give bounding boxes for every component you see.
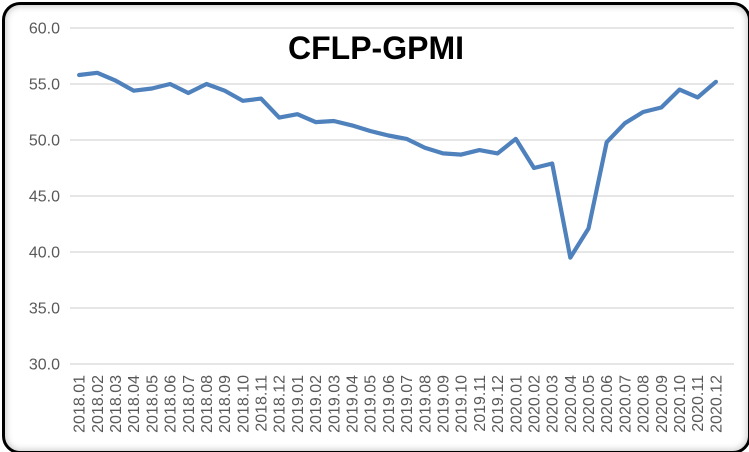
x-axis-tick-label: 2020.01: [508, 375, 525, 433]
y-axis-tick-label: 60.0: [29, 21, 60, 38]
pmi-series-line: [76, 70, 719, 260]
pmi-line-chart: 30.035.040.045.050.055.060.0 2018.01 2018…: [29, 21, 734, 433]
x-axis-tick-label: 2018.04: [126, 375, 143, 433]
x-axis-tick-label: 2019.07: [399, 375, 416, 433]
y-axis-tick-label: 55.0: [29, 77, 60, 94]
x-axis-tick-label: 2018.12: [272, 375, 289, 433]
x-axis-tick-label: 2019.03: [326, 375, 343, 433]
x-axis-tick-label: 2019.06: [381, 375, 398, 433]
y-axis-labels: 30.0 35.0 40.0 45.0 50.0 55.0 60.0: [29, 21, 60, 374]
x-axis-tick-label: 2019.10: [454, 375, 471, 433]
x-axis-tick-label: 2018.08: [199, 375, 216, 433]
x-axis-tick-label: 2018.03: [108, 375, 125, 433]
x-axis-tick-label: 2019.04: [345, 375, 362, 433]
x-axis-tick-label: 2018.06: [163, 375, 180, 433]
x-axis-tick-label: 2020.06: [599, 375, 616, 433]
series-group: [76, 70, 719, 260]
x-axis-tick-label: 2020.05: [581, 375, 598, 433]
x-axis-tick-label: 2020.04: [563, 375, 580, 433]
x-axis-tick-label: 2019.09: [435, 375, 452, 433]
y-axis-tick-label: 35.0: [29, 301, 60, 318]
x-axis-tick-label: 2019.05: [363, 375, 380, 433]
x-axis-tick-label: 2019.01: [290, 375, 307, 433]
y-axis-tick-label: 30.0: [29, 357, 60, 374]
x-axis-tick-label: 2020.07: [617, 375, 634, 433]
gridlines: [70, 27, 734, 365]
x-axis-tick-label: 2020.09: [654, 375, 671, 433]
y-axis-tick-label: 50.0: [29, 133, 60, 150]
x-axis-tick-label: 2020.03: [545, 375, 562, 433]
y-axis-tick-label: 45.0: [29, 189, 60, 206]
x-axis-tick-label: 2018.07: [181, 375, 198, 433]
x-axis-tick-label: 2018.09: [217, 375, 234, 433]
x-axis-tick-label: 2020.12: [708, 375, 725, 433]
x-axis-tick-label: 2018.01: [72, 375, 89, 433]
x-axis-tick-label: 2020.10: [672, 375, 689, 433]
x-axis-tick-label: 2020.11: [690, 375, 707, 432]
chart-title: CFLP-GPMI: [288, 30, 464, 66]
x-axis-tick-label: 2018.11: [254, 375, 271, 432]
x-axis-tick-label: 2019.08: [417, 375, 434, 433]
x-axis-tick-label: 2019.11: [472, 375, 489, 432]
x-axis-tick-label: 2019.12: [490, 375, 507, 433]
x-axis-tick-label: 2019.02: [308, 375, 325, 433]
x-axis-tick-label: 2018.02: [90, 375, 107, 433]
x-axis-tick-label: 2020.08: [636, 375, 653, 433]
y-axis-tick-label: 40.0: [29, 245, 60, 262]
x-axis-labels: 2018.01 2018.02 2018.03 2018.04 2018.05 2018.…: [72, 375, 726, 433]
x-axis-tick-label: 2018.10: [235, 375, 252, 433]
x-axis-tick-label: 2020.02: [526, 375, 543, 433]
x-axis-tick-label: 2018.05: [144, 375, 161, 433]
